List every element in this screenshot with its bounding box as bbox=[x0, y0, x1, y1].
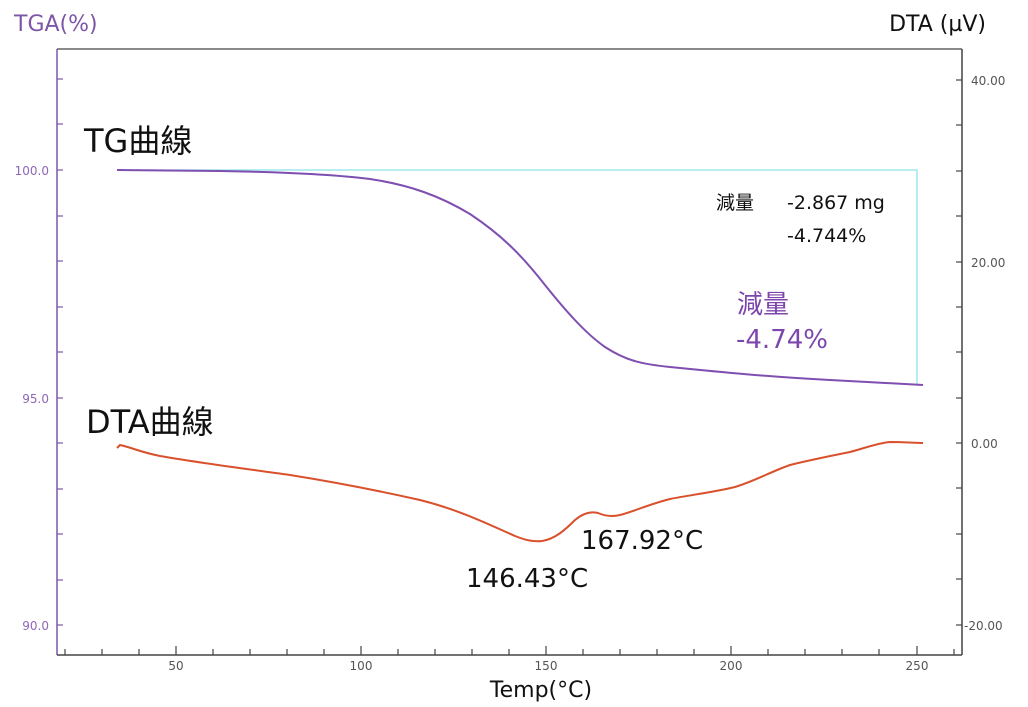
dta-curve bbox=[116, 440, 924, 543]
right-tick-20: 20.00 bbox=[971, 256, 1005, 270]
x-tick-150: 150 bbox=[535, 659, 558, 673]
peak-label-1: 146.43°C bbox=[466, 564, 588, 594]
x-tick-100: 100 bbox=[350, 659, 373, 673]
left-tick-100: 100.0 bbox=[15, 164, 49, 178]
x-tick-250: 250 bbox=[906, 659, 929, 673]
x-axis-title: Temp(°C) bbox=[489, 678, 592, 703]
x-axis-ticks bbox=[64, 646, 955, 655]
tg-curve bbox=[116, 169, 924, 386]
dta-curve-label: DTA曲線 bbox=[86, 403, 214, 441]
right-tick-neg20: -20.00 bbox=[964, 619, 1003, 633]
tg-curve-label: TG曲線 bbox=[83, 122, 192, 160]
loss-percent-value: -4.744% bbox=[787, 225, 866, 247]
right-axis-title: DTA (µV) bbox=[889, 12, 986, 37]
left-tick-90: 90.0 bbox=[22, 619, 49, 633]
highlight-loss-value: -4.74% bbox=[736, 325, 828, 355]
left-axis-ticks bbox=[57, 78, 63, 626]
left-axis-title: TGA(%) bbox=[13, 12, 98, 37]
highlight-loss-label: 減量 bbox=[737, 290, 789, 320]
peak-label-2: 167.92°C bbox=[581, 526, 703, 556]
mass-loss-bracket bbox=[117, 169, 918, 384]
left-tick-95: 95.0 bbox=[22, 392, 49, 406]
loss-mg-value: -2.867 mg bbox=[787, 192, 885, 214]
x-tick-200: 200 bbox=[720, 659, 743, 673]
loss-label: 減量 bbox=[716, 192, 754, 214]
right-tick-40: 40.00 bbox=[971, 74, 1005, 88]
right-tick-0: 0.00 bbox=[971, 437, 998, 451]
x-tick-50: 50 bbox=[168, 659, 183, 673]
right-axis-ticks bbox=[956, 79, 962, 626]
